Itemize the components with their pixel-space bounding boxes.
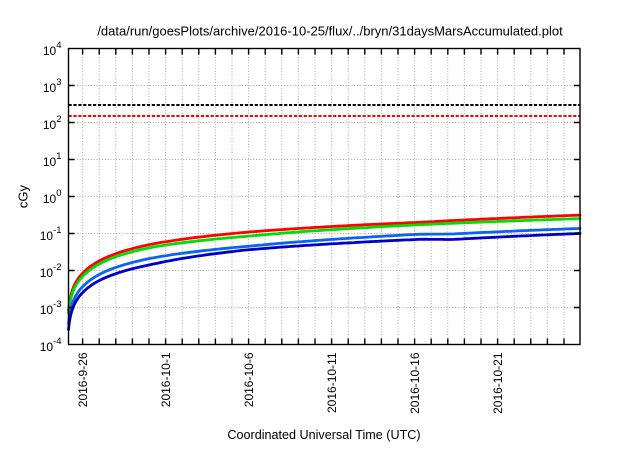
svg-text:Coordinated Universal Time (UT: Coordinated Universal Time (UTC) — [227, 428, 420, 442]
svg-text:2016-10-21: 2016-10-21 — [491, 352, 505, 414]
svg-text:/data/run/goesPlots/archive/20: /data/run/goesPlots/archive/2016-10-25/f… — [97, 24, 563, 39]
svg-text:2016-10-11: 2016-10-11 — [325, 352, 339, 413]
svg-text:cGy: cGy — [16, 184, 31, 208]
svg-text:2016-10-16: 2016-10-16 — [408, 352, 422, 414]
svg-text:2016-10-1: 2016-10-1 — [159, 352, 173, 407]
svg-text:2016-10-6: 2016-10-6 — [242, 352, 256, 407]
svg-text:2016-9-26: 2016-9-26 — [76, 352, 90, 407]
